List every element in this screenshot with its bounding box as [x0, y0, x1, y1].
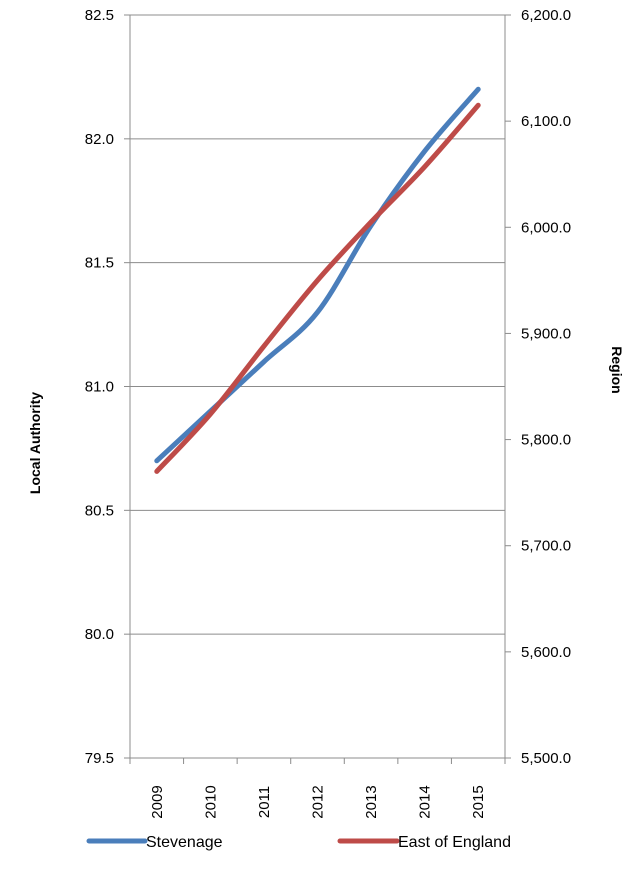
legend-label-east-of-england: East of England — [398, 834, 511, 851]
right-tick-label: 5,800.0 — [521, 432, 571, 449]
series-lines — [154, 86, 481, 474]
left-tick-label: 82.5 — [85, 7, 114, 24]
left-axis-title: Local Authority — [27, 392, 43, 494]
right-tick-label: 5,900.0 — [521, 325, 571, 342]
left-tick-label: 81.0 — [85, 379, 114, 396]
x-tick-label: 2011 — [256, 786, 273, 818]
x-tick-label: 2015 — [470, 785, 487, 818]
left-tick-label: 80.5 — [85, 502, 114, 519]
x-tick-label: 2009 — [149, 785, 166, 818]
left-tick-label: 81.5 — [85, 255, 114, 272]
right-tick-label: 6,000.0 — [521, 219, 571, 236]
x-tick-label: 2010 — [202, 785, 219, 818]
x-tick-label: 2013 — [363, 785, 380, 818]
legend: Stevenage East of England — [86, 834, 511, 851]
right-tick-label: 6,100.0 — [521, 113, 571, 130]
left-tick-label: 80.0 — [85, 626, 114, 643]
left-tick-label: 82.0 — [85, 131, 114, 148]
series-line-stevenage — [154, 86, 481, 464]
series-line-east-of-england — [154, 102, 481, 474]
right-axis-ticks: 6,200.0 6,100.0 6,000.0 5,900.0 5,800.0 5,700… — [505, 7, 571, 767]
right-tick-label: 5,600.0 — [521, 644, 571, 661]
legend-label-stevenage: Stevenage — [146, 834, 223, 851]
x-tick-label: 2014 — [417, 785, 434, 818]
right-axis-title: Region — [609, 346, 625, 393]
x-tick-label: 2012 — [310, 785, 327, 818]
right-tick-label: 5,700.0 — [521, 538, 571, 555]
gridlines — [130, 14, 505, 759]
left-tick-label: 79.5 — [85, 750, 114, 767]
x-axis-ticks: 2009 2010 2011 2012 2013 2014 2015 — [129, 758, 506, 819]
right-tick-label: 6,200.0 — [521, 7, 571, 24]
left-axis-ticks: 82.5 82.0 81.5 81.0 80.5 80.0 79.5 — [85, 7, 130, 767]
right-tick-label: 5,500.0 — [521, 750, 571, 767]
